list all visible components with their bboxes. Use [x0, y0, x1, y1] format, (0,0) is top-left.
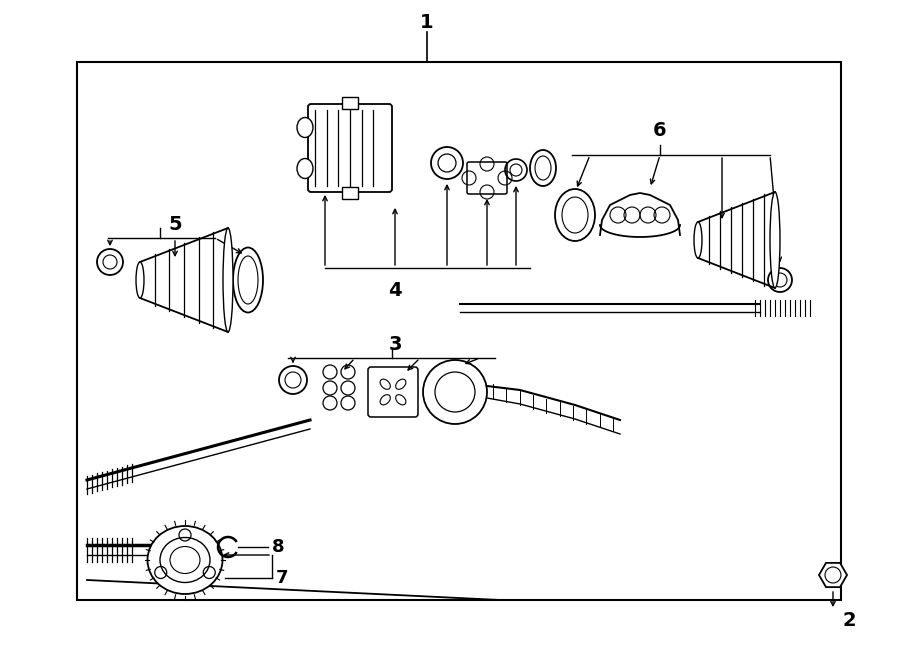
Ellipse shape [148, 526, 222, 594]
FancyBboxPatch shape [308, 104, 392, 192]
Bar [77, 62, 841, 600]
Ellipse shape [380, 379, 391, 389]
Ellipse shape [233, 247, 263, 313]
Text: 1: 1 [420, 13, 434, 32]
Ellipse shape [396, 379, 406, 389]
Ellipse shape [396, 395, 406, 405]
Bar [342, 187, 358, 199]
Ellipse shape [297, 118, 313, 137]
Text: 7: 7 [276, 569, 289, 587]
FancyBboxPatch shape [467, 162, 507, 194]
Bar [342, 97, 358, 109]
Ellipse shape [136, 262, 144, 298]
Text: 3: 3 [388, 336, 401, 354]
Ellipse shape [380, 395, 391, 405]
Ellipse shape [530, 150, 556, 186]
Ellipse shape [555, 189, 595, 241]
Text: 2: 2 [843, 611, 857, 629]
FancyBboxPatch shape [368, 367, 418, 417]
Text: 6: 6 [653, 120, 667, 139]
Ellipse shape [694, 222, 702, 258]
Text: 5: 5 [168, 215, 182, 235]
Ellipse shape [297, 159, 313, 178]
Text: 8: 8 [272, 538, 284, 556]
Text: 4: 4 [388, 280, 401, 299]
Ellipse shape [223, 228, 233, 332]
Ellipse shape [770, 192, 780, 288]
